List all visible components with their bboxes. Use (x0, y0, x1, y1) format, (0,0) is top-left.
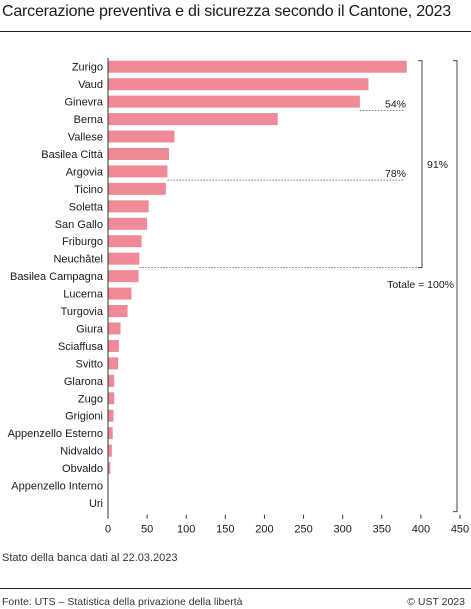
bottom-rule (0, 588, 471, 589)
x-tick-label-3: 150 (216, 524, 234, 536)
category-label-1: Vaud (78, 79, 103, 91)
category-label-20: Grigioni (65, 411, 103, 423)
category-label-12: Basilea Campagna (10, 271, 104, 283)
source-text: Fonte: UTS – Statistica della privazione… (2, 596, 243, 608)
category-label-6: Argovia (66, 166, 104, 178)
category-label-16: Sciaffusa (58, 341, 104, 353)
x-tick-label-7: 350 (373, 524, 391, 536)
annotation-54-label: 54% (385, 98, 406, 110)
bar-7 (108, 182, 166, 195)
bar-15 (108, 322, 121, 335)
category-label-10: Friburgo (62, 236, 103, 248)
category-label-7: Ticino (74, 184, 103, 196)
top-rule (0, 31, 471, 32)
category-label-3: Berna (74, 114, 104, 126)
category-labels-group: Zurigo Vaud Ginevra Berna Vallese Basilea Cit… (8, 62, 104, 510)
bar-9 (108, 217, 148, 230)
bar-14 (108, 305, 128, 318)
category-label-11: Neuchâtel (53, 254, 103, 266)
bar-17 (108, 357, 119, 370)
bars-group (108, 60, 407, 475)
bar-8 (108, 200, 149, 213)
bar-22 (108, 444, 112, 457)
bar-13 (108, 287, 132, 300)
category-label-15: Giura (76, 323, 104, 335)
bar-4 (108, 130, 175, 143)
category-label-18: Glarona (64, 376, 104, 388)
annotation-total-bracket (453, 60, 458, 513)
category-label-9: San Gallo (55, 219, 103, 231)
bar-2 (108, 95, 360, 108)
annotation-91-bracket (418, 60, 423, 268)
category-label-0: Zurigo (72, 62, 103, 74)
annotation-total-label: Totale = 100% (387, 279, 454, 291)
bar-21 (108, 427, 113, 440)
bar-6 (108, 165, 168, 178)
bar-20 (108, 409, 114, 422)
annotation-91-label: 91% (427, 159, 448, 171)
bar-3 (108, 113, 278, 126)
category-label-23: Obvaldo (62, 463, 103, 475)
chart-title: Carcerazione preventiva e di sicurezza s… (2, 3, 452, 20)
category-label-24: Appenzello Interno (11, 481, 103, 493)
category-label-21: Appenzello Esterno (8, 428, 103, 440)
annotations-group: 54% 78% 91% Totale = 100% (139, 60, 458, 513)
bar-12 (108, 270, 139, 283)
bar-18 (108, 374, 115, 387)
bar-16 (108, 339, 119, 352)
x-tick-label-0: 0 (105, 524, 111, 536)
category-label-22: Nidvaldo (60, 446, 103, 458)
bar-23 (108, 462, 111, 475)
category-label-14: Turgovia (61, 306, 104, 318)
bar-11 (108, 252, 140, 265)
category-label-13: Lucerna (63, 289, 104, 301)
x-axis-group: 0 50 100 150 200 250 300 350 400 450 (105, 58, 469, 536)
category-label-17: Svitto (75, 358, 103, 370)
annotation-78-label: 78% (385, 168, 406, 180)
category-label-19: Zugo (78, 393, 103, 405)
bar-0 (108, 60, 407, 73)
x-tick-label-9: 450 (451, 524, 469, 536)
bar-19 (108, 392, 115, 405)
x-tick-label-5: 250 (294, 524, 312, 536)
category-label-2: Ginevra (64, 97, 103, 109)
x-tick-label-2: 100 (177, 524, 195, 536)
data-status-note: Stato della banca dati al 22.03.2023 (2, 552, 178, 564)
category-label-4: Vallese (68, 132, 103, 144)
x-tick-label-8: 400 (412, 524, 430, 536)
category-label-25: Uri (89, 498, 103, 510)
category-label-5: Basilea Città (41, 149, 104, 161)
bar-5 (108, 147, 170, 160)
x-tick-label-6: 300 (333, 524, 351, 536)
bar-10 (108, 235, 142, 248)
category-label-8: Soletta (69, 201, 104, 213)
copyright-text: © UST 2023 (407, 596, 465, 608)
x-tick-label-1: 50 (141, 524, 153, 536)
bar-1 (108, 78, 369, 91)
x-tick-label-4: 200 (255, 524, 273, 536)
